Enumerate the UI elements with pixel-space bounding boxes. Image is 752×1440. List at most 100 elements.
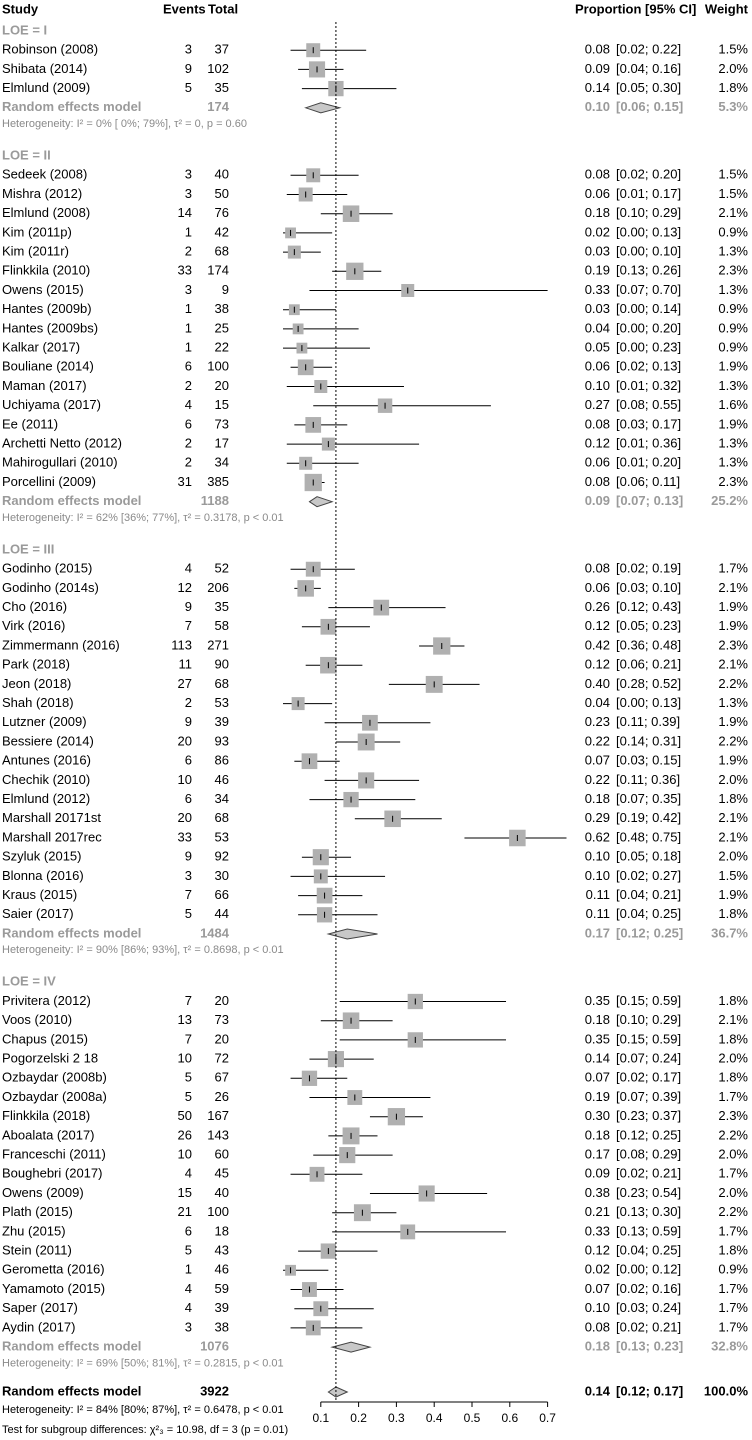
confidence-interval: [0.48; 0.75] (616, 829, 681, 844)
total: 68 (215, 244, 229, 259)
events: 50 (178, 1108, 192, 1123)
study-label: Robinson (2008) (2, 42, 98, 57)
confidence-interval: [0.02; 0.21] (616, 1319, 681, 1334)
column-header: Weight (705, 1, 749, 16)
weight: 0.9% (718, 340, 748, 355)
study-label: Flinkkila (2010) (2, 263, 90, 278)
weight: 1.8% (718, 906, 748, 921)
study-label: Zhu (2015) (2, 1223, 66, 1238)
study-label: Bessiere (2014) (2, 733, 94, 748)
column-header: Study (2, 1, 39, 16)
study-label: Antunes (2016) (2, 753, 91, 768)
study-label: Kim (2011p) (2, 224, 72, 239)
weight: 1.5% (718, 186, 748, 201)
proportion: 0.10 (585, 1300, 610, 1315)
confidence-interval: [0.13; 0.30] (616, 1204, 681, 1219)
proportion: 0.22 (585, 772, 610, 787)
events: 11 (179, 657, 193, 672)
study-label: Cho (2016) (2, 599, 67, 614)
events: 5 (185, 1070, 192, 1085)
weight: 1.9% (718, 618, 748, 633)
confidence-interval: [0.00; 0.14] (616, 301, 681, 316)
study-label: Saper (2017) (2, 1300, 78, 1315)
proportion: 0.09 (585, 1166, 610, 1181)
proportion: 0.02 (585, 1262, 610, 1277)
weight: 1.6% (718, 397, 748, 412)
total: 34 (215, 455, 229, 470)
total: 22 (215, 340, 229, 355)
confidence-interval: [0.00; 0.10] (616, 244, 681, 259)
events: 4 (185, 1300, 192, 1315)
confidence-interval: [0.02; 0.13] (616, 359, 681, 374)
weight: 100.0% (704, 1383, 749, 1398)
proportion: 0.33 (585, 282, 610, 297)
total: 93 (215, 733, 229, 748)
weight: 1.9% (718, 887, 748, 902)
events: 10 (178, 1147, 192, 1162)
heterogeneity: Heterogeneity: I² = 0% [ 0%; 79%], τ² = … (2, 118, 247, 130)
weight: 1.9% (718, 416, 748, 431)
events: 9 (185, 599, 192, 614)
events: 6 (185, 416, 192, 431)
events: 10 (178, 1051, 192, 1066)
study-label: Elmlund (2009) (2, 80, 90, 95)
total: 38 (215, 301, 229, 316)
study-label: Kim (2011r) (2, 244, 69, 259)
weight: 1.8% (718, 993, 748, 1008)
heterogeneity: Heterogeneity: I² = 84% [80%; 87%], τ² =… (2, 1404, 284, 1416)
proportion: 0.12 (585, 1243, 610, 1258)
study-label: Sedeek (2008) (2, 167, 87, 182)
events: 3 (185, 167, 192, 182)
study-label: Chapus (2015) (2, 1031, 88, 1046)
events: 1 (185, 320, 192, 335)
events: 5 (185, 1089, 192, 1104)
proportion: 0.17 (585, 925, 610, 940)
events: 7 (185, 1031, 192, 1046)
study-label: Aboalata (2017) (2, 1127, 95, 1142)
proportion: 0.18 (585, 1012, 610, 1027)
weight: 1.8% (718, 1031, 748, 1046)
total: 3922 (200, 1383, 229, 1398)
events: 5 (185, 906, 192, 921)
events: 5 (185, 80, 192, 95)
confidence-interval: [0.01; 0.17] (616, 186, 681, 201)
confidence-interval: [0.03; 0.17] (616, 416, 681, 431)
confidence-interval: [0.02; 0.16] (616, 1281, 681, 1296)
confidence-interval: [0.10; 0.29] (616, 1012, 681, 1027)
study-label: Ozbaydar (2008b) (2, 1070, 107, 1085)
confidence-interval: [0.12; 0.25] (616, 1127, 681, 1142)
study-label: Bouliane (2014) (2, 359, 94, 374)
events: 9 (185, 849, 192, 864)
total: 73 (215, 1012, 229, 1027)
confidence-interval: [0.15; 0.59] (616, 1031, 681, 1046)
total: 50 (215, 186, 229, 201)
study-label: Szyluk (2015) (2, 849, 81, 864)
weight: 1.8% (718, 80, 748, 95)
heterogeneity: Heterogeneity: I² = 90% [86%; 93%], τ² =… (2, 944, 284, 956)
confidence-interval: [0.00; 0.23] (616, 340, 681, 355)
proportion: 0.10 (585, 378, 610, 393)
study-label: Park (2018) (2, 657, 70, 672)
confidence-interval: [0.13; 0.26] (616, 263, 681, 278)
confidence-interval: [0.23; 0.54] (616, 1185, 681, 1200)
total: 35 (215, 80, 229, 95)
proportion: 0.06 (585, 186, 610, 201)
events: 2 (185, 455, 192, 470)
study-label: Random effects model (2, 1339, 141, 1354)
group-label: LOE = I (2, 22, 47, 37)
proportion: 0.02 (585, 224, 610, 239)
study-label: Jeon (2018) (2, 676, 71, 691)
weight: 2.2% (718, 676, 748, 691)
total: 1188 (201, 493, 229, 508)
confidence-interval: [0.03; 0.10] (616, 580, 681, 595)
study-label: Kalkar (2017) (2, 340, 80, 355)
weight: 2.2% (718, 733, 748, 748)
proportion: 0.14 (585, 1051, 610, 1066)
confidence-interval: [0.36; 0.48] (616, 637, 681, 652)
total: 17 (215, 436, 229, 451)
study-label: Chechik (2010) (2, 772, 90, 787)
study-label: Aydin (2017) (2, 1319, 75, 1334)
total: 271 (207, 637, 229, 652)
x-tick-label: 0.1 (312, 1411, 329, 1425)
total: 18 (215, 1223, 229, 1238)
